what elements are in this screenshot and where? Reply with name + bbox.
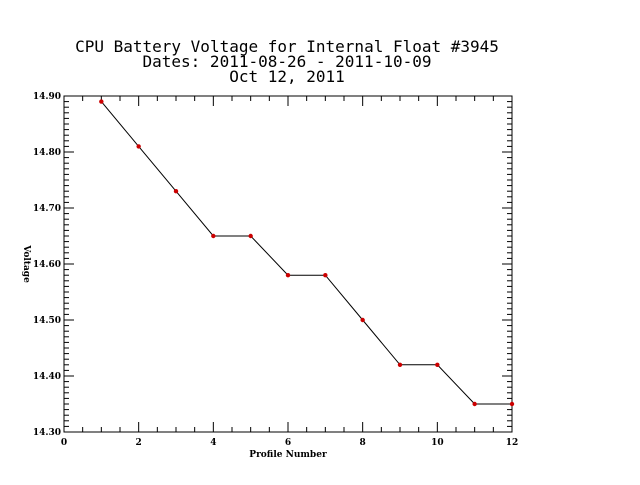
x-tick-label: 4 [210,438,216,448]
data-point [509,401,515,407]
x-axis-label: Profile Number [249,450,327,460]
x-tick-label: 8 [360,438,366,448]
y-tick-label: 14.60 [33,260,61,270]
data-point [397,362,403,367]
x-tick-label: 10 [431,438,444,448]
series-line [100,101,512,405]
y-tick-label: 14.80 [33,148,61,158]
x-tick-label: 6 [285,438,291,448]
y-tick-label: 14.90 [33,92,61,102]
data-point [472,401,477,407]
chart-title-line-1: CPU Battery Voltage for Internal Float #… [75,37,499,56]
y-tick-label: 14.50 [33,316,61,326]
x-tick-label: 12 [506,438,519,448]
x-tick-label: 0 [61,438,67,448]
chart-title-line-2: Dates: 2011-08-26 - 2011-10-09 [143,52,432,71]
data-point [248,233,253,239]
data-point [323,273,328,278]
y-tick-label: 14.40 [33,372,61,382]
data-point [360,317,365,323]
y-tick-label: 14.70 [33,204,61,214]
y-axis-label: Voltage [21,244,31,283]
data-point [136,144,141,149]
data-point [173,189,179,194]
x-tick-label: 2 [136,438,142,448]
data-point [435,362,440,367]
chart-title-line-3: Oct 12, 2011 [229,67,345,86]
axis-ticks [63,95,513,433]
data-point [99,99,104,104]
y-tick-label: 14.30 [33,428,61,438]
series [99,99,515,407]
data-point [285,273,291,278]
data-point [211,233,216,239]
plot-frame [63,95,513,433]
axis-tick-labels: 0 2 4 6 8 10 12 14.30 14.40 14.50 14.60 14.70 14.80 1… [33,92,518,448]
